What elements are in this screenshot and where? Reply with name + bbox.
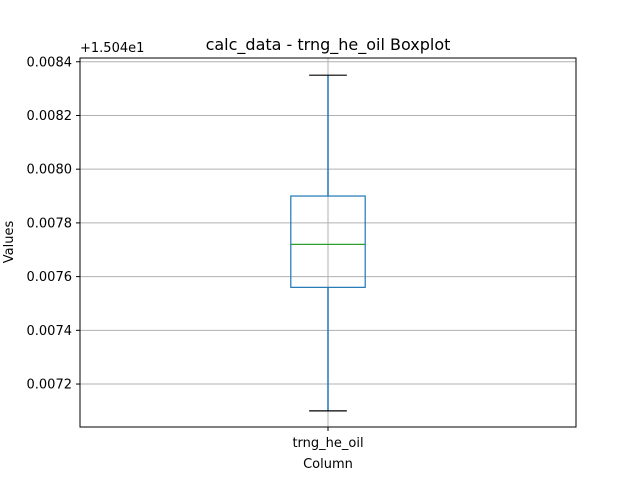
y-tick-label: 0.0076: [27, 270, 73, 285]
box-elements: [290, 74, 366, 412]
y-tick-label: 0.0078: [27, 216, 73, 231]
y-tick-label: 0.0084: [27, 55, 73, 70]
y-offset-label: +1.504e1: [80, 41, 144, 56]
y-axis-label: Values: [2, 221, 17, 264]
chart-title: calc_data - trng_he_oil Boxplot: [206, 35, 451, 55]
y-tick-label: 0.0080: [27, 163, 73, 178]
box-iqr: [290, 195, 366, 288]
y-tick-label: 0.0074: [27, 324, 73, 339]
y-tick-label: 0.0082: [27, 109, 73, 124]
x-axis-label: Column: [303, 457, 353, 472]
x-tick-label: trng_he_oil: [292, 436, 363, 451]
y-tick-label: 0.0072: [27, 378, 73, 393]
y-axis-ticks: 0.0072 0.0074 0.0076 0.0078 0.0080 0.0082 0.00…: [27, 55, 80, 393]
x-axis-ticks: trng_he_oil: [292, 427, 364, 451]
